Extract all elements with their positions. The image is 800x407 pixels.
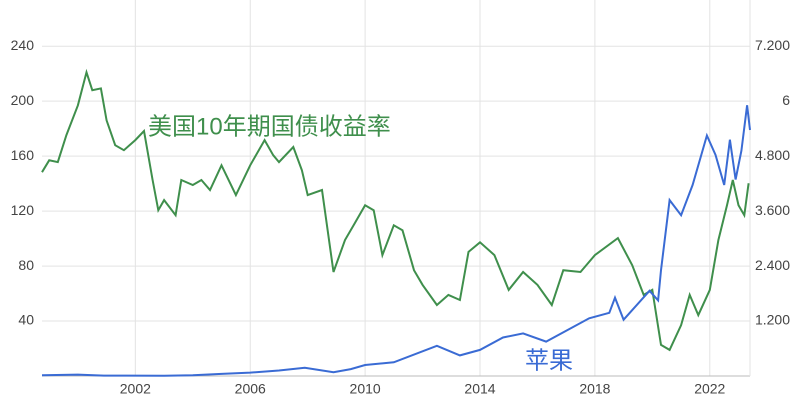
y2-tick-label: 6 <box>782 92 790 108</box>
y-tick-label: 80 <box>18 257 34 273</box>
y-tick-label: 240 <box>11 37 35 53</box>
x-tick-label: 2006 <box>235 381 266 397</box>
series-line <box>41 105 751 377</box>
y-tick-label: 120 <box>11 202 35 218</box>
y2-tick-label: 1.200 <box>755 312 790 328</box>
x-tick-label: 2022 <box>694 381 725 397</box>
y2-tick-label: 3.600 <box>755 202 790 218</box>
series-line <box>41 68 750 352</box>
y-tick-label: 40 <box>18 312 34 328</box>
y2-tick-label: 7.200 <box>755 37 790 53</box>
x-tick-label: 2018 <box>579 381 610 397</box>
y2-tick-label: 4.800 <box>755 147 790 163</box>
series-label: 美国10年期国债收益率 <box>148 113 391 140</box>
x-tick-label: 2014 <box>464 381 495 397</box>
y2-tick-label: 2.400 <box>755 257 790 273</box>
y-tick-label: 200 <box>11 92 35 108</box>
x-tick-label: 2002 <box>120 381 151 397</box>
y-tick-label: 160 <box>11 147 35 163</box>
x-tick-label: 2010 <box>350 381 381 397</box>
series-label: 苹果 <box>525 347 573 374</box>
